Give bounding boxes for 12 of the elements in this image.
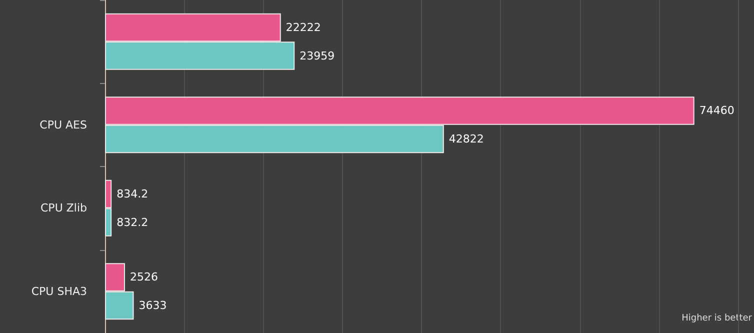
data-label: 832.2 [116, 216, 148, 229]
y-tick-label: CPU SHA3 [31, 284, 87, 298]
data-label: 23959 [300, 49, 335, 62]
data-label: 3633 [138, 299, 167, 312]
data-label: 834.2 [116, 187, 148, 200]
y-tick-label: CPU AES [40, 118, 88, 132]
annotation: Higher is better [682, 314, 752, 324]
data-label: 74460 [699, 104, 734, 118]
y-tick-label: CPU Zlib [40, 202, 88, 215]
data-label: 22222 [286, 20, 321, 34]
data-label: 2526 [130, 270, 158, 284]
data-label: 42822 [448, 132, 484, 146]
